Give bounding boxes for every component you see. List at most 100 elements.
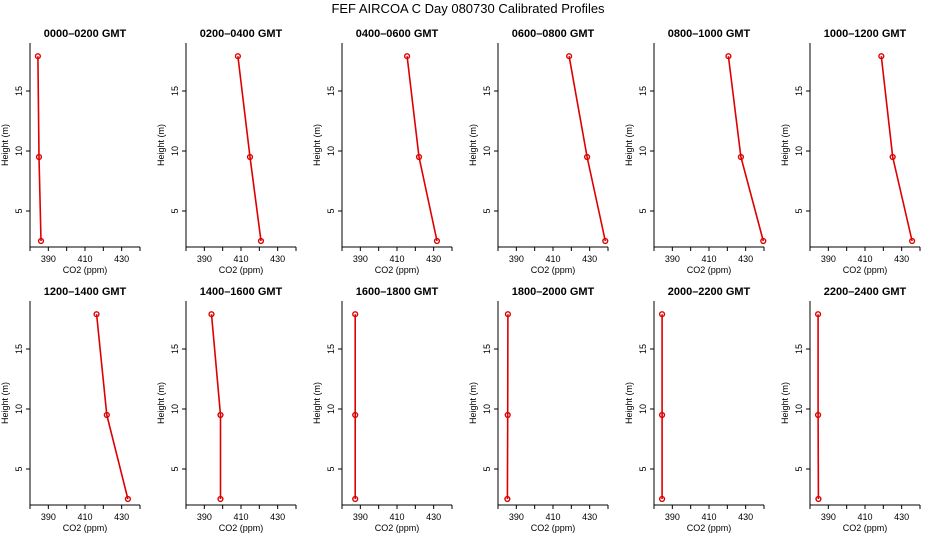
x-tick-label: 430 (582, 512, 597, 522)
y-tick-label: 15 (794, 86, 804, 96)
x-tick-label: 430 (270, 512, 285, 522)
x-axis-label: CO2 (ppm) (687, 265, 732, 275)
y-tick-label: 5 (14, 466, 24, 471)
x-tick-label: 390 (665, 512, 680, 522)
x-tick-label: 410 (389, 512, 404, 522)
series-line (212, 314, 221, 499)
panel-title: 1000–1200 GMT (824, 28, 907, 40)
y-tick-label: 10 (326, 146, 336, 156)
y-tick-label: 10 (482, 404, 492, 414)
series-line (507, 314, 508, 499)
y-tick-label: 5 (794, 466, 804, 471)
series-line (97, 314, 128, 499)
x-tick-label: 430 (114, 512, 129, 522)
y-tick-label: 5 (14, 208, 24, 213)
y-tick-label: 5 (326, 208, 336, 213)
x-tick-label: 410 (701, 512, 716, 522)
y-tick-label: 10 (638, 404, 648, 414)
x-tick-label: 390 (353, 254, 368, 264)
y-tick-label: 5 (638, 466, 648, 471)
y-tick-label: 5 (482, 208, 492, 213)
y-tick-label: 15 (170, 344, 180, 354)
x-tick-label: 390 (353, 512, 368, 522)
panel-title: 1400–1600 GMT (200, 286, 283, 298)
y-tick-label: 5 (326, 466, 336, 471)
y-tick-label: 15 (482, 344, 492, 354)
y-axis-label: Height (m) (780, 382, 790, 424)
panels: 0000–0200 GMT 390 410 430 5 10 15 CO2 (ppm) Heig… (0, 28, 920, 533)
x-tick-label: 430 (894, 512, 909, 522)
x-tick-label: 430 (426, 512, 441, 522)
y-tick-label: 10 (794, 404, 804, 414)
x-tick-label: 390 (665, 254, 680, 264)
panel-title: 0000–0200 GMT (44, 28, 127, 40)
x-tick-label: 410 (545, 254, 560, 264)
y-tick-label: 15 (170, 86, 180, 96)
x-tick-label: 410 (233, 254, 248, 264)
y-tick-label: 10 (794, 146, 804, 156)
panel-title: 0400–0600 GMT (356, 28, 439, 40)
y-tick-label: 5 (638, 208, 648, 213)
y-axis-label: Height (m) (0, 382, 10, 424)
y-axis-label: Height (m) (156, 124, 166, 166)
y-tick-label: 15 (326, 86, 336, 96)
x-tick-label: 430 (582, 254, 597, 264)
x-tick-label: 410 (857, 512, 872, 522)
y-tick-label: 15 (14, 86, 24, 96)
x-axis-label: CO2 (ppm) (531, 523, 576, 533)
y-axis-label: Height (m) (312, 124, 322, 166)
panel-title: 1800–2000 GMT (512, 286, 595, 298)
x-tick-label: 390 (41, 512, 56, 522)
y-axis-label: Height (m) (780, 124, 790, 166)
x-tick-label: 430 (270, 254, 285, 264)
y-tick-label: 15 (638, 86, 648, 96)
y-axis-label: Height (m) (312, 382, 322, 424)
panel-title: 0600–0800 GMT (512, 28, 595, 40)
x-tick-label: 430 (114, 254, 129, 264)
panel-title: 1200–1400 GMT (44, 286, 127, 298)
panel-title: 2000–2200 GMT (668, 286, 751, 298)
figure-title: FEF AIRCOA C Day 080730 Calibrated Profi… (331, 1, 605, 16)
series-line (38, 56, 41, 241)
x-tick-label: 410 (701, 254, 716, 264)
series-line (728, 56, 763, 241)
panel-title: 2200–2400 GMT (824, 286, 907, 298)
x-tick-label: 410 (77, 254, 92, 264)
y-tick-label: 15 (482, 86, 492, 96)
series-line (238, 56, 261, 241)
series-line (569, 56, 605, 241)
x-axis-label: CO2 (ppm) (63, 523, 108, 533)
y-tick-label: 10 (170, 146, 180, 156)
y-tick-label: 10 (326, 404, 336, 414)
y-axis-label: Height (m) (468, 124, 478, 166)
y-tick-label: 5 (482, 466, 492, 471)
panel-title: 0200–0400 GMT (200, 28, 283, 40)
y-tick-label: 15 (14, 344, 24, 354)
y-axis-label: Height (m) (156, 382, 166, 424)
y-axis-label: Height (m) (468, 382, 478, 424)
x-axis-label: CO2 (ppm) (219, 523, 264, 533)
x-tick-label: 390 (509, 254, 524, 264)
y-tick-label: 10 (14, 404, 24, 414)
y-tick-label: 10 (638, 146, 648, 156)
x-tick-label: 410 (389, 254, 404, 264)
x-axis-label: CO2 (ppm) (219, 265, 264, 275)
x-tick-label: 390 (41, 254, 56, 264)
series-line (407, 56, 437, 241)
y-tick-label: 15 (794, 344, 804, 354)
x-tick-label: 390 (197, 254, 212, 264)
y-tick-label: 10 (170, 404, 180, 414)
x-tick-label: 430 (426, 254, 441, 264)
x-tick-label: 390 (821, 254, 836, 264)
x-tick-label: 410 (545, 512, 560, 522)
x-axis-label: CO2 (ppm) (687, 523, 732, 533)
